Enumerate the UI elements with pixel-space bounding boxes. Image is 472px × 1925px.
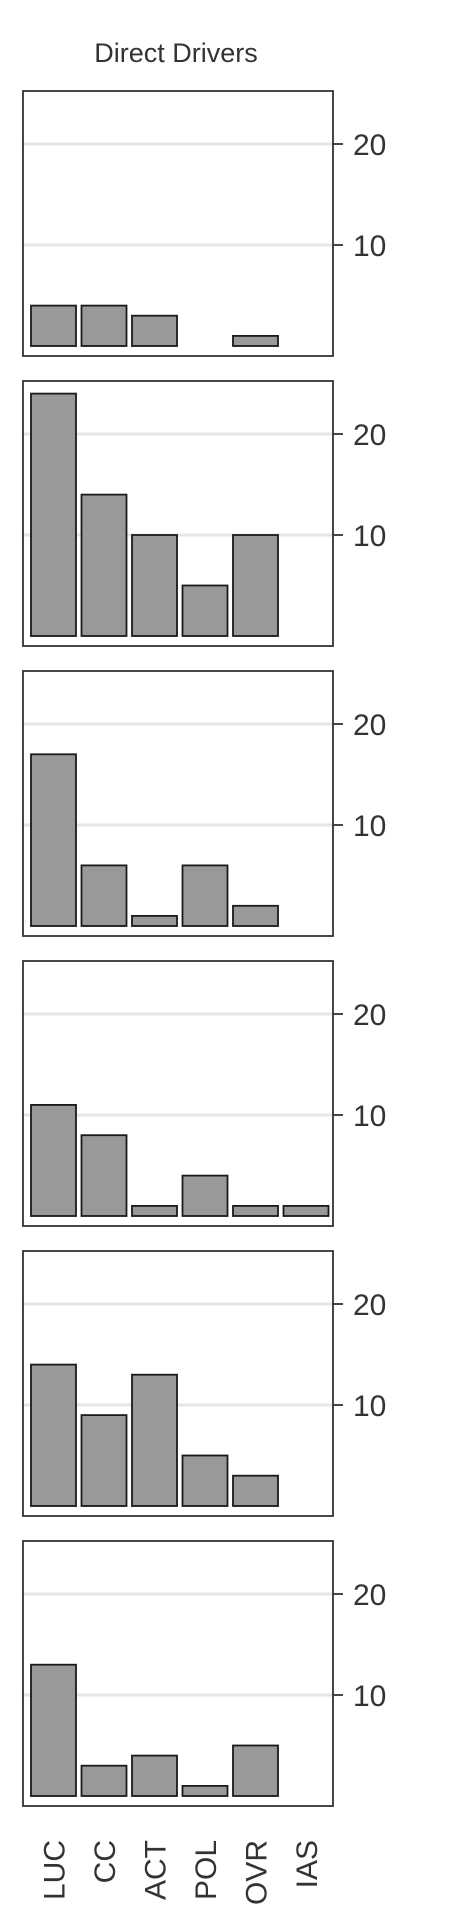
bar-luc — [30, 1663, 77, 1797]
bar-ovr — [232, 904, 279, 927]
panel-border — [22, 960, 334, 1227]
y-tick-label: 20 — [353, 999, 386, 1032]
x-tick-label-luc: LUC — [39, 1840, 72, 1900]
y-tick-label: 20 — [353, 129, 386, 162]
bar-luc — [30, 392, 77, 637]
bar-act — [131, 1205, 178, 1217]
bar-act — [131, 1373, 178, 1507]
panel-border — [22, 1540, 334, 1807]
panel-2: 10 20 — [22, 380, 386, 647]
panel-4: 10 20 — [22, 960, 386, 1227]
chart-title: Direct Drivers — [94, 38, 258, 68]
bar-act — [131, 534, 178, 637]
bar-luc — [30, 1104, 77, 1217]
bar-act — [131, 915, 178, 927]
bar-luc — [30, 1363, 77, 1507]
panel-3: 10 20 — [22, 670, 386, 937]
bar-act — [131, 1754, 178, 1797]
panel-6: 10 20 — [22, 1540, 386, 1807]
bar-pol — [181, 1454, 229, 1507]
panel-5: 10 20 — [22, 1250, 386, 1517]
y-tick-label: 10 — [353, 1680, 386, 1713]
bar-act — [131, 314, 178, 347]
y-tick-label: 20 — [353, 709, 386, 742]
y-tick-label: 10 — [353, 520, 386, 553]
bar-ovr — [232, 1474, 279, 1507]
bar-pol — [181, 864, 229, 927]
panel-border — [22, 1250, 334, 1517]
bar-luc — [30, 304, 77, 347]
bar-pol — [181, 584, 229, 637]
bar-cc — [80, 1764, 128, 1797]
x-tick-label-pol: POL — [190, 1840, 223, 1900]
x-tick-label-ias: IAS — [291, 1840, 324, 1888]
bar-pol — [181, 1785, 229, 1797]
bar-cc — [80, 864, 128, 927]
y-tick-label: 10 — [353, 1100, 386, 1133]
y-tick-label: 20 — [353, 419, 386, 452]
y-tick-label: 10 — [353, 1390, 386, 1423]
x-tick-label-act: ACT — [140, 1840, 173, 1900]
bar-cc — [80, 493, 128, 637]
bar-ovr — [232, 334, 279, 347]
bar-ovr — [232, 1205, 279, 1217]
panel-border — [22, 380, 334, 647]
bar-pol — [181, 1174, 229, 1217]
bar-ovr — [232, 1744, 279, 1797]
panel-border — [22, 670, 334, 937]
bar-luc — [30, 753, 77, 927]
bar-cc — [80, 304, 128, 347]
bar-ovr — [232, 534, 279, 637]
bar-cc — [80, 1414, 128, 1507]
x-tick-label-cc: CC — [89, 1840, 122, 1883]
bar-ias — [282, 1205, 330, 1217]
bar-cc — [80, 1134, 128, 1217]
x-tick-label-ovr: OVR — [241, 1840, 274, 1905]
y-tick-label: 10 — [353, 810, 386, 843]
y-tick-label: 20 — [353, 1289, 386, 1322]
y-tick-label: 20 — [353, 1579, 386, 1612]
panel-border — [22, 90, 334, 357]
panel-1: 10 20 — [22, 90, 386, 357]
y-tick-label: 10 — [353, 230, 386, 263]
